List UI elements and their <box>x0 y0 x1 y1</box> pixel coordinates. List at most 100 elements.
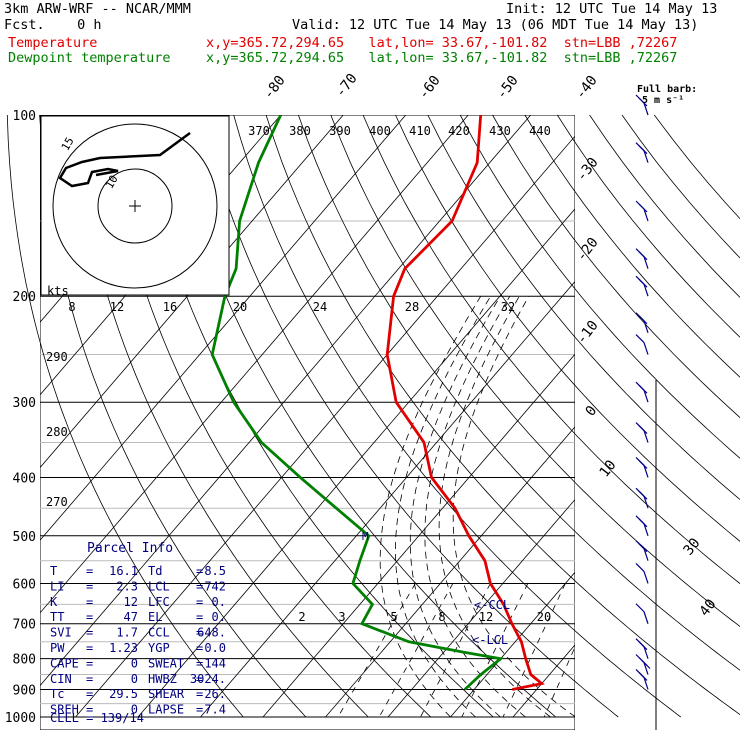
dry-adiabat <box>492 114 740 419</box>
parcel-info-title: Parcel Info <box>87 541 173 556</box>
parcel-key-tc: Tc <box>50 687 64 701</box>
theta-label-410: 410 <box>409 124 431 138</box>
parcel-eq: = <box>196 672 203 686</box>
isotherm <box>75 135 575 718</box>
parcel-val-ygp: 0.0 <box>204 641 226 655</box>
isotherm-label--70: -70 <box>333 71 361 101</box>
dry-adiabat <box>653 114 740 220</box>
isotherm-label--20: -20 <box>574 235 602 265</box>
parcel-key-td: Td <box>148 564 162 578</box>
parcel-eq: = <box>86 703 93 717</box>
pressure-label-600: 600 <box>13 577 36 592</box>
barb-legend-line2: 5 m s⁻¹ <box>642 95 684 106</box>
theta-label-290: 290 <box>46 350 68 364</box>
wind-barb-flag <box>635 603 645 613</box>
parcel-eq: = <box>86 610 93 624</box>
wind-barb-flag <box>638 425 648 434</box>
mixing-ratio-label-5: 5 <box>390 610 397 624</box>
dry-adiabat <box>395 114 740 542</box>
hodograph-ring-inner <box>97 168 173 244</box>
pressure-label-800: 800 <box>13 653 36 668</box>
parcel-key-li: LI <box>50 579 64 593</box>
wind-barb-staff <box>643 256 649 269</box>
dry-adiabat <box>6 114 244 718</box>
wind-barb-flag <box>638 543 648 553</box>
isotherm-label-0: 0 <box>583 403 601 419</box>
wind-barb-staff <box>643 571 649 584</box>
mixing-ratio-label-20: 20 <box>233 300 247 314</box>
wind-barb-flag <box>638 518 648 528</box>
parcel-key-lfc: LFC <box>148 595 170 609</box>
wind-barb-staff <box>643 611 649 624</box>
dry-adiabat <box>71 114 369 718</box>
parcel-key-sreh: SREH <box>50 703 79 717</box>
parcel-eq: = <box>196 626 203 640</box>
pressure-label-900: 900 <box>13 683 36 698</box>
parcel-val-pw: 1.23 <box>109 641 138 655</box>
isotherm-label-30: 30 <box>681 535 704 558</box>
parcel-eq: = <box>86 641 93 655</box>
isotherm-label--10: -10 <box>574 318 602 348</box>
hodograph-ring-outer <box>52 123 218 289</box>
isotherm-label--30: -30 <box>574 155 602 185</box>
theta-label-390: 390 <box>329 124 351 138</box>
pressure-label-1000: 1000 <box>5 711 36 726</box>
isotherm <box>387 498 575 718</box>
wind-barb-flag <box>638 145 648 155</box>
wind-barb-flag <box>638 460 648 469</box>
wind-barb-staff <box>643 150 649 163</box>
forecast-hour: Fcst. 0 h <box>4 17 102 33</box>
parcel-key-el: EL <box>148 610 162 624</box>
mixing-ratio-label-8: 8 <box>438 610 445 624</box>
hodograph-trace <box>58 131 191 188</box>
theta-label-370: 370 <box>248 124 270 138</box>
theta-label-440: 440 <box>529 124 551 138</box>
pressure-label-300: 300 <box>13 396 36 411</box>
dry-adiabat <box>427 114 740 501</box>
isotherm <box>200 280 575 718</box>
parcel-key-ygp: YGP <box>148 641 170 655</box>
mixing-ratio-line <box>461 583 529 718</box>
dry-adiabat <box>103 114 432 718</box>
wind-barb-staff <box>643 646 649 659</box>
dry-adiabat <box>298 114 740 671</box>
wind-barb-staff <box>643 208 649 222</box>
wind-barb-flag <box>638 315 648 325</box>
parcel-eq: = <box>86 672 93 686</box>
hodograph-unit-label: kts <box>47 284 69 298</box>
mixing-ratio-label-32: 32 <box>501 300 515 314</box>
mixing-ratio-label-8: 8 <box>68 300 75 314</box>
parcel-eq: = <box>86 579 93 593</box>
parcel-key-k: K <box>50 595 58 609</box>
parcel-eq: = <box>196 610 203 624</box>
parcel-val-cin: 0 <box>131 672 138 686</box>
parcel-eq: = <box>196 595 203 609</box>
parcel-val-svi: 1.7 <box>116 626 138 640</box>
parcel-val-lfc: 0. <box>212 595 226 609</box>
isotherm-label-40: 40 <box>697 596 720 619</box>
wind-barb-staff <box>643 430 649 443</box>
theta-label-400: 400 <box>369 124 391 138</box>
mixing-ratio-label-3: 3 <box>338 610 345 624</box>
dry-adiabat <box>459 114 740 459</box>
wind-barb-staff <box>643 677 649 690</box>
parcel-val-cape: 0 <box>131 656 138 670</box>
isotherm-label--50: -50 <box>494 73 522 103</box>
isotherm <box>40 115 469 614</box>
parcel-val-el: 0. <box>212 610 226 624</box>
parcel-key-hwbz: HWBZ <box>148 672 177 686</box>
dewpoint-legend-label: Dewpoint temperature <box>8 50 171 66</box>
wind-barb-staff <box>643 284 649 297</box>
parcel-key-cin: CIN <box>50 672 72 686</box>
moist-adiabat <box>409 295 501 718</box>
theta-label-430: 430 <box>489 124 511 138</box>
init-time: Init: 12 UTC Tue 14 May 13 <box>506 1 718 17</box>
parcel-key-lapse: LAPSE <box>148 703 184 717</box>
isotherm-label--40: -40 <box>573 73 601 103</box>
parcel-val-td: 8.5 <box>204 564 226 578</box>
mixing-ratio-label-12: 12 <box>479 610 493 624</box>
parcel-eq: = <box>196 687 203 701</box>
isotherm <box>40 115 532 687</box>
dewpoint-profile <box>210 115 505 691</box>
